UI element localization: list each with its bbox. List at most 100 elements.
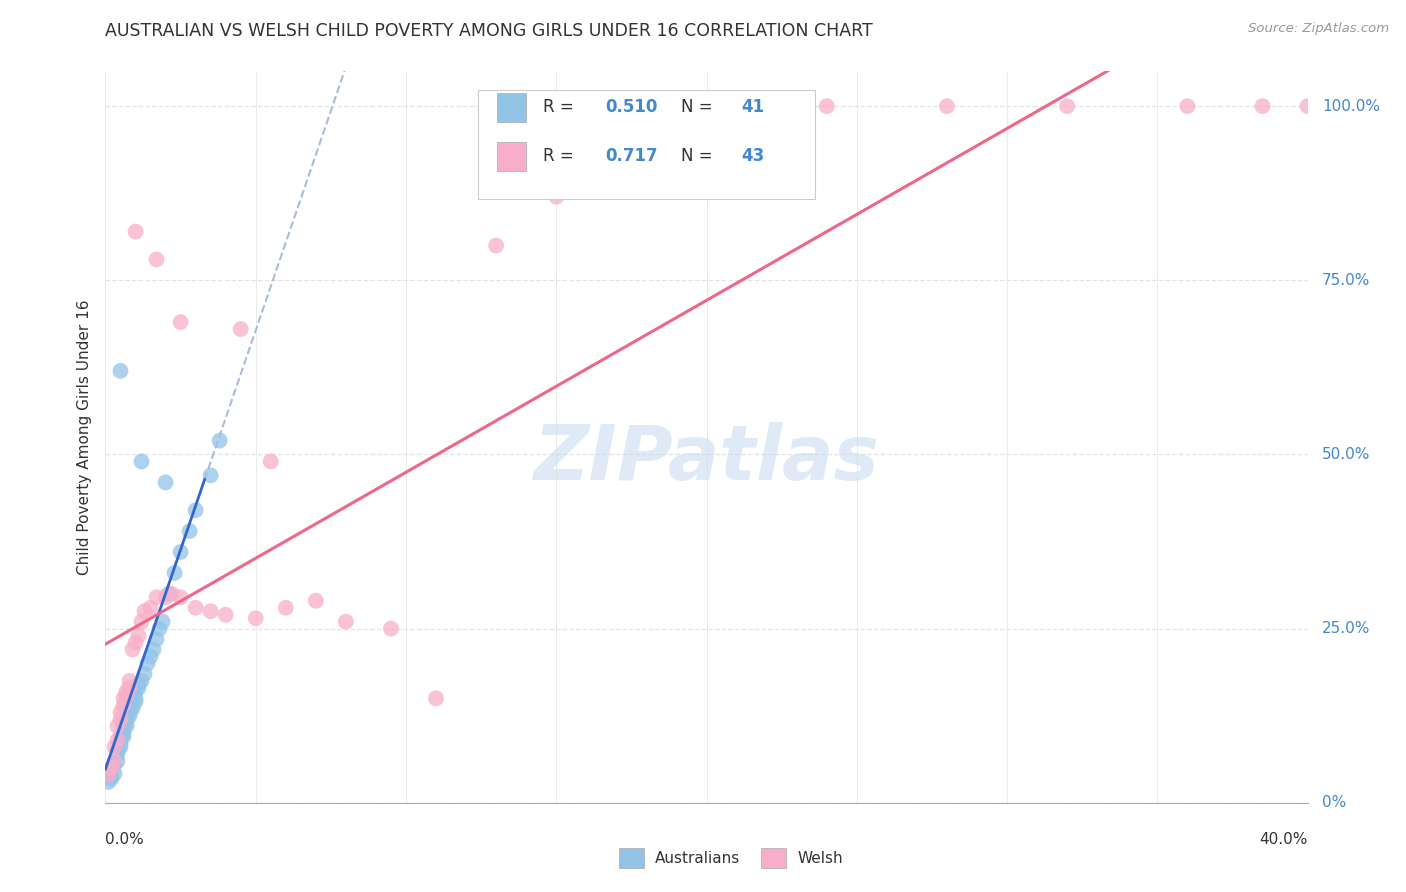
Point xyxy=(208,434,231,448)
Point xyxy=(131,454,153,468)
Text: 25.0%: 25.0% xyxy=(1322,621,1371,636)
Point xyxy=(157,587,180,601)
FancyBboxPatch shape xyxy=(498,142,526,171)
Point xyxy=(136,657,159,671)
Y-axis label: Child Poverty Among Girls Under 16: Child Poverty Among Girls Under 16 xyxy=(76,300,91,574)
Point xyxy=(335,615,357,629)
Point xyxy=(118,681,141,695)
Point xyxy=(124,695,146,709)
Point xyxy=(546,190,568,204)
Point xyxy=(425,691,447,706)
Point xyxy=(128,629,150,643)
Point xyxy=(260,454,283,468)
Point xyxy=(229,322,252,336)
Point xyxy=(110,737,132,751)
Point xyxy=(103,740,125,755)
FancyBboxPatch shape xyxy=(478,90,814,200)
Point xyxy=(118,673,141,688)
Point xyxy=(139,600,162,615)
Point xyxy=(118,708,141,723)
Point xyxy=(155,591,177,605)
Point xyxy=(152,615,174,629)
Point xyxy=(1056,99,1078,113)
Text: 0.0%: 0.0% xyxy=(105,832,145,847)
Point xyxy=(179,524,201,538)
Point xyxy=(1251,99,1274,113)
Point xyxy=(142,642,165,657)
Text: 50.0%: 50.0% xyxy=(1322,447,1371,462)
Point xyxy=(380,622,402,636)
Point xyxy=(134,667,156,681)
Point xyxy=(112,698,135,713)
Text: R =: R = xyxy=(543,147,579,165)
Point xyxy=(103,766,125,780)
Point xyxy=(148,622,170,636)
Point xyxy=(184,503,207,517)
Text: 0.717: 0.717 xyxy=(606,147,658,165)
Point xyxy=(110,705,132,719)
Point xyxy=(936,99,959,113)
Point xyxy=(115,688,138,702)
Text: 41: 41 xyxy=(741,98,765,116)
Point xyxy=(1175,99,1198,113)
Point xyxy=(139,649,162,664)
Point xyxy=(485,238,508,252)
Text: 43: 43 xyxy=(741,147,765,165)
Text: 0.510: 0.510 xyxy=(606,98,658,116)
Point xyxy=(107,747,129,761)
Point xyxy=(305,594,328,608)
Point xyxy=(160,587,183,601)
Text: N =: N = xyxy=(682,147,718,165)
Text: R =: R = xyxy=(543,98,579,116)
Point xyxy=(163,566,186,580)
Point xyxy=(605,99,627,113)
Point xyxy=(103,754,125,768)
Point xyxy=(184,600,207,615)
Point xyxy=(112,726,135,740)
Point xyxy=(274,600,297,615)
Point xyxy=(155,475,177,490)
Point xyxy=(124,225,146,239)
Point xyxy=(131,615,153,629)
Text: AUSTRALIAN VS WELSH CHILD POVERTY AMONG GIRLS UNDER 16 CORRELATION CHART: AUSTRALIAN VS WELSH CHILD POVERTY AMONG … xyxy=(105,22,873,40)
Point xyxy=(107,719,129,733)
Point xyxy=(169,315,191,329)
Point xyxy=(245,611,267,625)
Text: 0%: 0% xyxy=(1322,796,1347,810)
Point xyxy=(107,743,129,757)
Point xyxy=(112,691,135,706)
Text: Australians: Australians xyxy=(655,851,741,865)
Point xyxy=(107,754,129,768)
Point xyxy=(115,684,138,698)
Point xyxy=(121,702,143,716)
Point xyxy=(145,591,167,605)
Point xyxy=(145,252,167,267)
Text: Source: ZipAtlas.com: Source: ZipAtlas.com xyxy=(1249,22,1389,36)
Point xyxy=(169,591,191,605)
Point xyxy=(115,719,138,733)
Point xyxy=(214,607,236,622)
Point xyxy=(110,712,132,726)
Text: 40.0%: 40.0% xyxy=(1260,832,1308,847)
Point xyxy=(1296,99,1319,113)
Point xyxy=(200,468,222,483)
Point xyxy=(124,684,146,698)
FancyBboxPatch shape xyxy=(498,93,526,122)
Point xyxy=(121,642,143,657)
Point xyxy=(131,673,153,688)
Point xyxy=(169,545,191,559)
Point xyxy=(100,772,122,786)
Text: N =: N = xyxy=(682,98,718,116)
Point xyxy=(112,730,135,744)
Point xyxy=(134,604,156,618)
Point xyxy=(115,712,138,726)
Point xyxy=(128,677,150,691)
Text: Welsh: Welsh xyxy=(797,851,842,865)
Point xyxy=(145,632,167,646)
Point xyxy=(124,635,146,649)
Text: 75.0%: 75.0% xyxy=(1322,273,1371,288)
Point xyxy=(103,757,125,772)
Point xyxy=(110,740,132,755)
Text: ZIPatlas: ZIPatlas xyxy=(533,422,880,496)
Point xyxy=(124,691,146,706)
